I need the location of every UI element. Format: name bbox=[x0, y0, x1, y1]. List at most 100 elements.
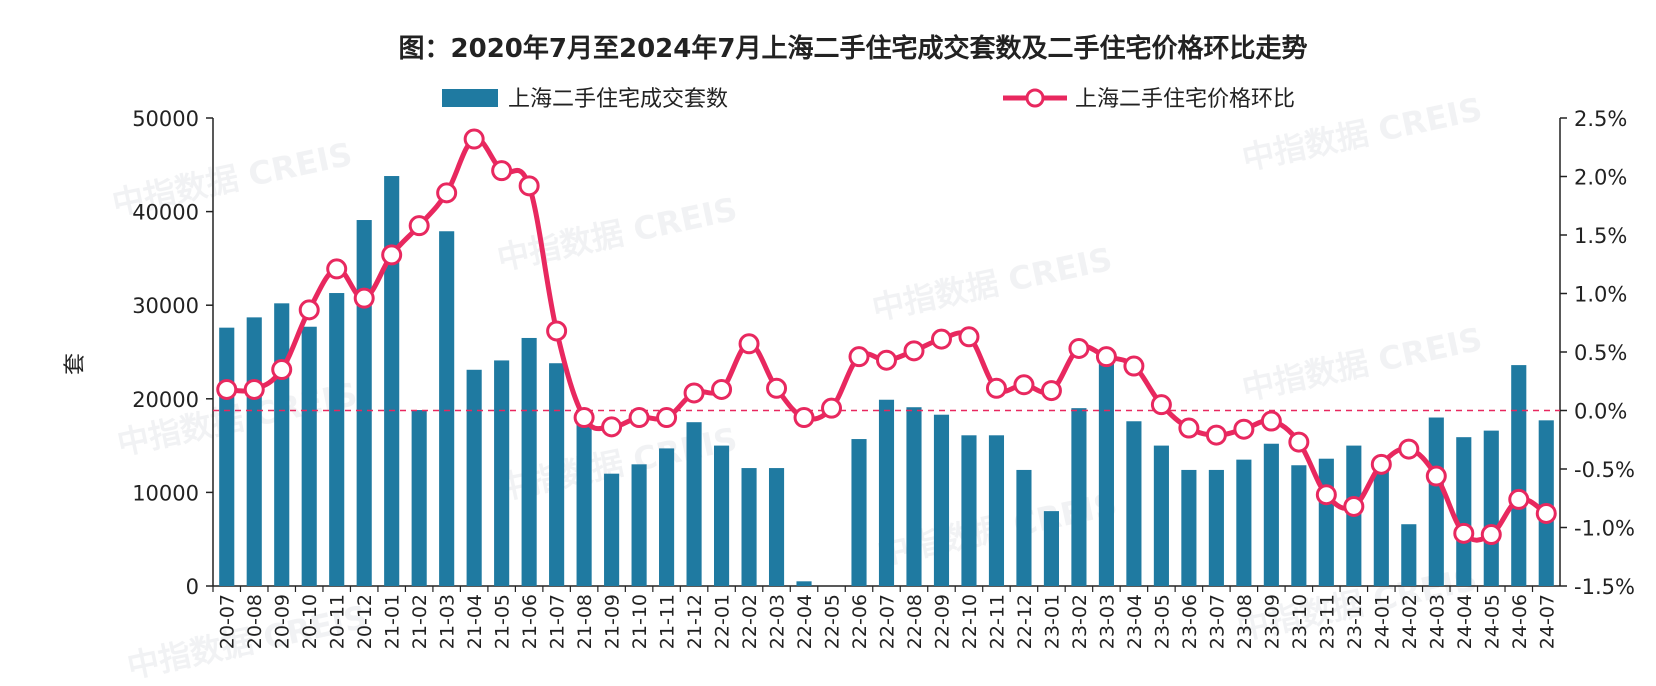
x-tick-label: 24-07 bbox=[1536, 594, 1558, 649]
axes: 0 10000 20000 30000 40000 50000 -1.5% -1.0% -0.5… bbox=[132, 107, 1635, 649]
y-right-tick-label: -0.5% bbox=[1574, 458, 1635, 482]
x-tick-label: 21-01 bbox=[382, 594, 404, 649]
bar bbox=[1181, 469, 1197, 586]
bar bbox=[1098, 363, 1114, 586]
x-tick-label: 21-07 bbox=[547, 594, 569, 649]
bar bbox=[274, 303, 290, 586]
bar bbox=[1483, 430, 1499, 586]
line-point bbox=[216, 378, 238, 400]
bar bbox=[1236, 459, 1252, 586]
line-point bbox=[298, 299, 320, 321]
y-right-tick-label: -1.5% bbox=[1574, 575, 1635, 599]
legend-bar-label: 上海二手住宅成交套数 bbox=[508, 87, 728, 112]
y-axis-left-label: 套 bbox=[63, 353, 88, 375]
x-tick-label: 22-02 bbox=[739, 594, 761, 649]
bar bbox=[878, 399, 895, 586]
x-tick-label: 22-09 bbox=[931, 594, 953, 649]
line-point bbox=[1425, 465, 1447, 487]
x-tick-label: 20-08 bbox=[244, 594, 266, 649]
line-point bbox=[1343, 495, 1365, 517]
line-point bbox=[546, 320, 568, 342]
x-tick-label: 21-05 bbox=[492, 594, 514, 649]
watermark-text: 中指数据 CREIS bbox=[869, 240, 1116, 328]
x-tick-label: 23-04 bbox=[1124, 594, 1146, 649]
line-point bbox=[1095, 346, 1117, 368]
bar bbox=[1373, 461, 1389, 586]
y-right-tick-label: 2.5% bbox=[1574, 107, 1627, 131]
line-point bbox=[518, 175, 540, 197]
line-point bbox=[1013, 374, 1035, 396]
x-tick-label: 23-10 bbox=[1289, 594, 1311, 649]
x-tick-label: 20-11 bbox=[327, 594, 349, 649]
bar bbox=[988, 435, 1005, 586]
x-tick-label: 23-12 bbox=[1344, 594, 1366, 649]
y-right-tick-label: 0.0% bbox=[1574, 400, 1627, 424]
watermark-text: 中指数据 CREIS bbox=[1239, 320, 1486, 408]
bar bbox=[439, 231, 455, 587]
x-tick-label: 23-11 bbox=[1316, 594, 1338, 649]
bar bbox=[246, 317, 262, 586]
line-point bbox=[793, 407, 815, 429]
bar bbox=[714, 445, 730, 586]
line-point bbox=[930, 328, 952, 350]
line-point bbox=[381, 244, 403, 266]
bar bbox=[659, 448, 675, 586]
line-point bbox=[958, 326, 980, 348]
line-point bbox=[1123, 355, 1145, 377]
legend-line-label: 上海二手住宅价格环比 bbox=[1075, 87, 1295, 112]
legend-bar-swatch bbox=[442, 89, 498, 107]
x-tick-label: 21-03 bbox=[437, 594, 459, 649]
line-point bbox=[1205, 424, 1227, 446]
bar bbox=[631, 464, 647, 586]
line-point bbox=[738, 333, 760, 355]
line-point bbox=[683, 382, 705, 404]
line-point bbox=[1535, 502, 1557, 524]
bar bbox=[796, 581, 812, 586]
line-point bbox=[271, 359, 293, 381]
x-tick-label: 22-01 bbox=[712, 594, 734, 649]
legend-line-marker bbox=[1025, 88, 1045, 108]
x-tick-label: 21-06 bbox=[519, 594, 541, 649]
y-right-tick-label: 2.0% bbox=[1574, 166, 1627, 190]
line-point bbox=[1288, 431, 1310, 453]
line-point bbox=[601, 416, 623, 438]
line-point bbox=[711, 378, 733, 400]
x-tick-label: 21-08 bbox=[574, 594, 596, 649]
bar bbox=[741, 468, 757, 586]
x-tick-label: 23-09 bbox=[1261, 594, 1283, 649]
bar bbox=[466, 369, 482, 586]
x-tick-label: 21-12 bbox=[684, 594, 706, 649]
line-point bbox=[1398, 438, 1420, 460]
bar bbox=[1043, 511, 1059, 586]
x-tick-label: 23-05 bbox=[1151, 594, 1173, 649]
bar bbox=[384, 176, 400, 587]
line-series bbox=[216, 128, 1557, 546]
x-tick-label: 24-03 bbox=[1426, 594, 1448, 649]
x-tick-label: 20-07 bbox=[217, 594, 239, 649]
x-tick-label: 20-09 bbox=[272, 594, 294, 649]
line-point bbox=[876, 349, 897, 371]
bar bbox=[1153, 445, 1169, 586]
bar bbox=[961, 435, 977, 586]
x-tick-label: 22-10 bbox=[959, 594, 981, 649]
bar bbox=[1318, 458, 1334, 586]
line-point bbox=[1178, 417, 1200, 439]
x-tick-label: 23-06 bbox=[1179, 594, 1201, 649]
chart-title: 图：2020年7月至2024年7月上海二手住宅成交套数及二手住宅价格环比走势 bbox=[399, 33, 1308, 64]
y-left-tick-label: 40000 bbox=[132, 201, 199, 225]
line-point bbox=[848, 346, 870, 368]
x-tick-label: 23-07 bbox=[1206, 594, 1228, 649]
x-tick-label: 24-06 bbox=[1509, 594, 1531, 649]
line-point bbox=[766, 377, 788, 399]
bar bbox=[356, 220, 372, 587]
line-point bbox=[1068, 337, 1090, 359]
line-point bbox=[436, 182, 458, 204]
x-tick-label: 21-11 bbox=[657, 594, 679, 649]
x-tick-label: 21-09 bbox=[602, 594, 624, 649]
bar bbox=[604, 473, 620, 586]
y-right-tick-label: 1.5% bbox=[1574, 224, 1627, 248]
line-point bbox=[1508, 488, 1530, 510]
line-point bbox=[903, 340, 925, 362]
x-tick-label: 21-10 bbox=[629, 594, 651, 649]
